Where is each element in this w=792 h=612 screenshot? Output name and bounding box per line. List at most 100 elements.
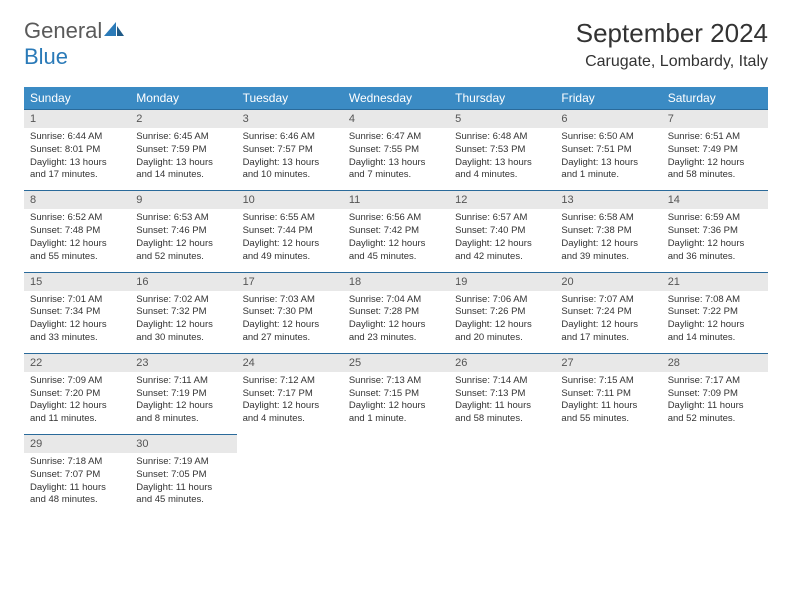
- daylight-text: Daylight: 12 hours and 27 minutes.: [243, 319, 337, 345]
- daylight-text: Daylight: 12 hours and 17 minutes.: [561, 319, 655, 345]
- day-number: 2: [130, 110, 236, 129]
- day-number: 29: [24, 435, 130, 454]
- day-cell: Sunrise: 7:03 AMSunset: 7:30 PMDaylight:…: [237, 291, 343, 354]
- daylight-text: Daylight: 12 hours and 8 minutes.: [136, 400, 230, 426]
- sunrise-text: Sunrise: 7:11 AM: [136, 375, 230, 388]
- sunset-text: Sunset: 7:09 PM: [668, 388, 762, 401]
- day-header: Monday: [130, 87, 236, 110]
- sunrise-text: Sunrise: 7:19 AM: [136, 456, 230, 469]
- sunrise-text: Sunrise: 7:06 AM: [455, 294, 549, 307]
- day-cell: [343, 453, 449, 515]
- daylight-text: Daylight: 11 hours and 58 minutes.: [455, 400, 549, 426]
- daylight-text: Daylight: 13 hours and 17 minutes.: [30, 157, 124, 183]
- sunset-text: Sunset: 7:26 PM: [455, 306, 549, 319]
- day-number: 30: [130, 435, 236, 454]
- day-cell: [555, 453, 661, 515]
- sunrise-text: Sunrise: 6:48 AM: [455, 131, 549, 144]
- sunset-text: Sunset: 7:40 PM: [455, 225, 549, 238]
- day-number: 8: [24, 191, 130, 210]
- sunrise-text: Sunrise: 6:59 AM: [668, 212, 762, 225]
- sunrise-text: Sunrise: 6:56 AM: [349, 212, 443, 225]
- day-number: 18: [343, 272, 449, 291]
- sunrise-text: Sunrise: 7:18 AM: [30, 456, 124, 469]
- day-number: 14: [662, 191, 768, 210]
- day-number: 21: [662, 272, 768, 291]
- sunrise-text: Sunrise: 6:55 AM: [243, 212, 337, 225]
- header: General Blue September 2024 Carugate, Lo…: [24, 18, 768, 71]
- day-cell: Sunrise: 7:01 AMSunset: 7:34 PMDaylight:…: [24, 291, 130, 354]
- daylight-text: Daylight: 13 hours and 4 minutes.: [455, 157, 549, 183]
- day-number: 5: [449, 110, 555, 129]
- sunrise-text: Sunrise: 7:07 AM: [561, 294, 655, 307]
- sunrise-text: Sunrise: 7:13 AM: [349, 375, 443, 388]
- day-cell: Sunrise: 6:50 AMSunset: 7:51 PMDaylight:…: [555, 128, 661, 191]
- sunset-text: Sunset: 7:22 PM: [668, 306, 762, 319]
- sunrise-text: Sunrise: 7:14 AM: [455, 375, 549, 388]
- sunset-text: Sunset: 7:55 PM: [349, 144, 443, 157]
- logo: General Blue: [24, 18, 126, 70]
- day-cell: Sunrise: 6:59 AMSunset: 7:36 PMDaylight:…: [662, 209, 768, 272]
- daylight-text: Daylight: 12 hours and 36 minutes.: [668, 238, 762, 264]
- daylight-text: Daylight: 12 hours and 14 minutes.: [668, 319, 762, 345]
- day-number: 16: [130, 272, 236, 291]
- sunset-text: Sunset: 7:30 PM: [243, 306, 337, 319]
- sunset-text: Sunset: 7:59 PM: [136, 144, 230, 157]
- logo-text: General Blue: [24, 18, 126, 70]
- daylight-text: Daylight: 12 hours and 58 minutes.: [668, 157, 762, 183]
- day-number: 27: [555, 353, 661, 372]
- daylight-text: Daylight: 11 hours and 48 minutes.: [30, 482, 124, 508]
- day-number: 9: [130, 191, 236, 210]
- sunrise-text: Sunrise: 7:09 AM: [30, 375, 124, 388]
- day-number: [662, 435, 768, 454]
- daylight-text: Daylight: 13 hours and 10 minutes.: [243, 157, 337, 183]
- day-number: 6: [555, 110, 661, 129]
- daylight-text: Daylight: 12 hours and 20 minutes.: [455, 319, 549, 345]
- sunset-text: Sunset: 7:44 PM: [243, 225, 337, 238]
- daylight-text: Daylight: 13 hours and 7 minutes.: [349, 157, 443, 183]
- daylight-text: Daylight: 12 hours and 45 minutes.: [349, 238, 443, 264]
- day-cell: Sunrise: 6:44 AMSunset: 8:01 PMDaylight:…: [24, 128, 130, 191]
- day-cell: Sunrise: 6:52 AMSunset: 7:48 PMDaylight:…: [24, 209, 130, 272]
- day-header: Friday: [555, 87, 661, 110]
- sunset-text: Sunset: 7:46 PM: [136, 225, 230, 238]
- day-cell: Sunrise: 7:02 AMSunset: 7:32 PMDaylight:…: [130, 291, 236, 354]
- sunset-text: Sunset: 7:28 PM: [349, 306, 443, 319]
- daylight-text: Daylight: 12 hours and 11 minutes.: [30, 400, 124, 426]
- day-header: Sunday: [24, 87, 130, 110]
- day-cell: [449, 453, 555, 515]
- sunrise-text: Sunrise: 6:58 AM: [561, 212, 655, 225]
- day-number: [343, 435, 449, 454]
- day-number: 23: [130, 353, 236, 372]
- day-cell: Sunrise: 7:14 AMSunset: 7:13 PMDaylight:…: [449, 372, 555, 435]
- sunrise-text: Sunrise: 6:45 AM: [136, 131, 230, 144]
- day-number: 7: [662, 110, 768, 129]
- daylight-text: Daylight: 11 hours and 45 minutes.: [136, 482, 230, 508]
- day-cell: Sunrise: 6:48 AMSunset: 7:53 PMDaylight:…: [449, 128, 555, 191]
- day-number: 24: [237, 353, 343, 372]
- title-block: September 2024 Carugate, Lombardy, Italy: [576, 18, 768, 71]
- sunset-text: Sunset: 7:24 PM: [561, 306, 655, 319]
- day-number: 22: [24, 353, 130, 372]
- day-number: 1: [24, 110, 130, 129]
- sunrise-text: Sunrise: 7:03 AM: [243, 294, 337, 307]
- daylight-text: Daylight: 13 hours and 14 minutes.: [136, 157, 230, 183]
- sunset-text: Sunset: 7:32 PM: [136, 306, 230, 319]
- day-cell: Sunrise: 6:51 AMSunset: 7:49 PMDaylight:…: [662, 128, 768, 191]
- day-cell: Sunrise: 6:58 AMSunset: 7:38 PMDaylight:…: [555, 209, 661, 272]
- day-header: Saturday: [662, 87, 768, 110]
- sunset-text: Sunset: 7:19 PM: [136, 388, 230, 401]
- day-number: 17: [237, 272, 343, 291]
- day-cell: Sunrise: 6:47 AMSunset: 7:55 PMDaylight:…: [343, 128, 449, 191]
- day-number: 26: [449, 353, 555, 372]
- daylight-text: Daylight: 12 hours and 23 minutes.: [349, 319, 443, 345]
- day-number: 13: [555, 191, 661, 210]
- day-cell: Sunrise: 7:17 AMSunset: 7:09 PMDaylight:…: [662, 372, 768, 435]
- day-number: 4: [343, 110, 449, 129]
- day-cell: Sunrise: 7:07 AMSunset: 7:24 PMDaylight:…: [555, 291, 661, 354]
- logo-text-general: General: [24, 18, 102, 43]
- daylight-text: Daylight: 11 hours and 55 minutes.: [561, 400, 655, 426]
- sunrise-text: Sunrise: 6:57 AM: [455, 212, 549, 225]
- day-cell: [237, 453, 343, 515]
- sunset-text: Sunset: 7:49 PM: [668, 144, 762, 157]
- sunrise-text: Sunrise: 7:04 AM: [349, 294, 443, 307]
